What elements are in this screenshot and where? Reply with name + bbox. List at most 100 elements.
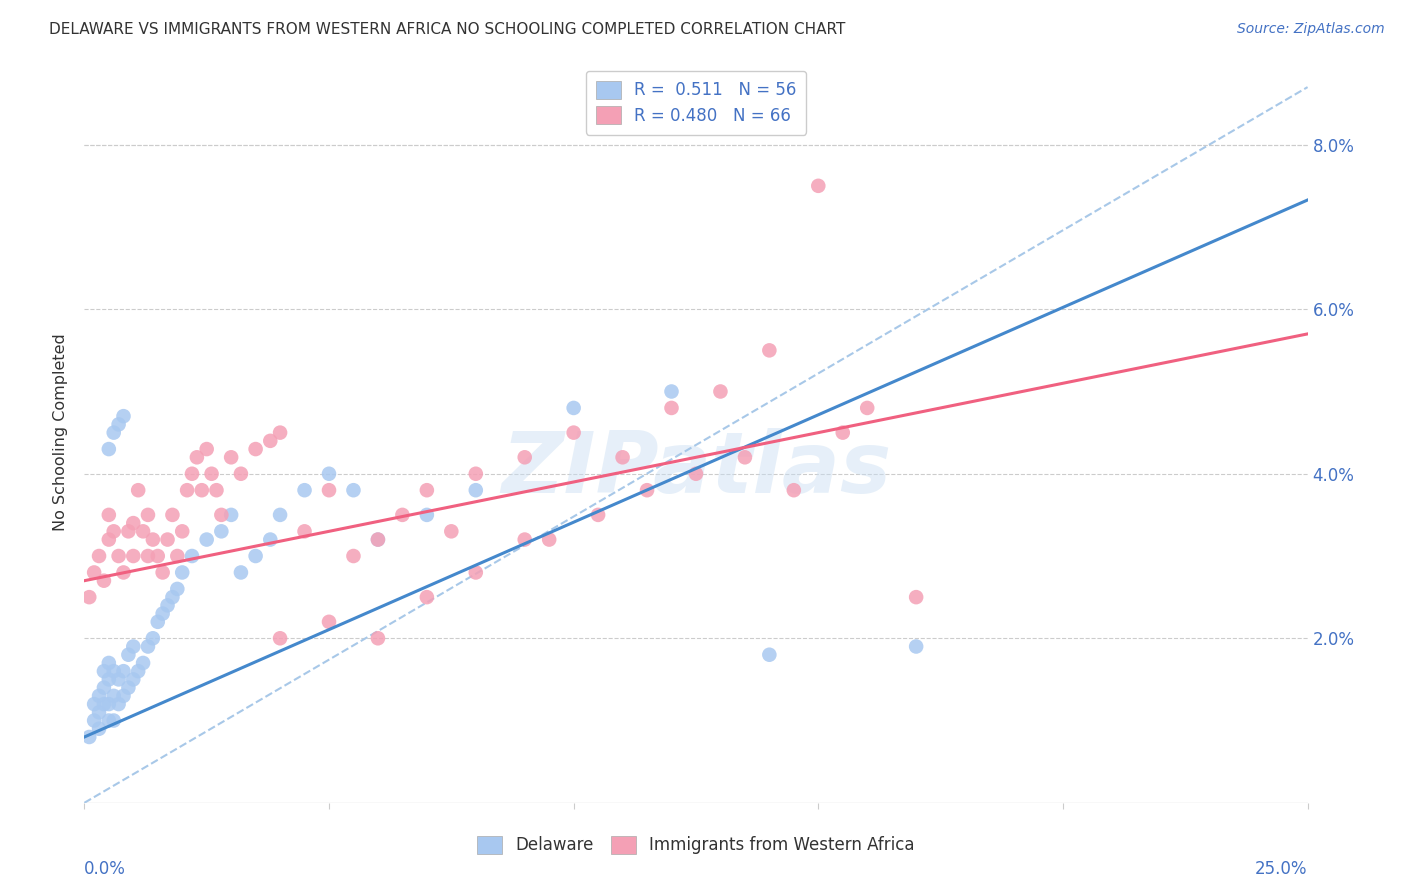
- Point: [152, 607, 174, 621]
- Point: [172, 524, 194, 539]
- Point: [87, 706, 110, 720]
- Point: [83, 697, 105, 711]
- Point: [758, 648, 780, 662]
- Point: [294, 524, 316, 539]
- Point: [156, 533, 179, 547]
- Point: [93, 697, 115, 711]
- Point: [97, 714, 120, 728]
- Point: [122, 549, 145, 563]
- Point: [136, 640, 159, 654]
- Point: [107, 697, 129, 711]
- Point: [117, 648, 139, 662]
- Point: [103, 689, 125, 703]
- Point: [77, 590, 100, 604]
- Point: [195, 533, 218, 547]
- Point: [367, 533, 389, 547]
- Text: DELAWARE VS IMMIGRANTS FROM WESTERN AFRICA NO SCHOOLING COMPLETED CORRELATION CH: DELAWARE VS IMMIGRANTS FROM WESTERN AFRI…: [49, 22, 845, 37]
- Point: [856, 401, 879, 415]
- Point: [200, 467, 222, 481]
- Point: [219, 450, 242, 465]
- Point: [117, 524, 139, 539]
- Point: [367, 632, 389, 646]
- Point: [181, 549, 204, 563]
- Point: [97, 673, 120, 687]
- Point: [83, 714, 105, 728]
- Text: ZIPatlas: ZIPatlas: [501, 428, 891, 511]
- Point: [464, 566, 486, 580]
- Point: [107, 549, 129, 563]
- Point: [905, 640, 928, 654]
- Point: [229, 566, 252, 580]
- Point: [318, 483, 340, 498]
- Y-axis label: No Schooling Completed: No Schooling Completed: [53, 334, 69, 532]
- Point: [83, 566, 105, 580]
- Point: [661, 384, 683, 399]
- Point: [127, 664, 149, 678]
- Point: [229, 467, 252, 481]
- Point: [269, 632, 291, 646]
- Point: [783, 483, 806, 498]
- Point: [562, 401, 585, 415]
- Point: [87, 689, 110, 703]
- Point: [269, 425, 291, 440]
- Point: [685, 467, 707, 481]
- Point: [103, 425, 125, 440]
- Point: [107, 417, 129, 432]
- Point: [152, 566, 174, 580]
- Point: [636, 483, 658, 498]
- Point: [734, 450, 756, 465]
- Point: [416, 590, 439, 604]
- Legend: Delaware, Immigrants from Western Africa: Delaware, Immigrants from Western Africa: [471, 829, 921, 861]
- Text: 25.0%: 25.0%: [1256, 861, 1308, 879]
- Point: [136, 508, 159, 522]
- Point: [562, 425, 585, 440]
- Point: [342, 483, 364, 498]
- Point: [122, 640, 145, 654]
- Point: [195, 442, 218, 456]
- Point: [440, 524, 463, 539]
- Point: [513, 533, 536, 547]
- Point: [162, 590, 184, 604]
- Point: [107, 673, 129, 687]
- Point: [538, 533, 561, 547]
- Point: [156, 599, 179, 613]
- Point: [709, 384, 731, 399]
- Point: [245, 549, 267, 563]
- Text: 0.0%: 0.0%: [84, 861, 127, 879]
- Point: [93, 681, 115, 695]
- Point: [586, 508, 609, 522]
- Point: [103, 664, 125, 678]
- Point: [132, 524, 155, 539]
- Point: [416, 508, 439, 522]
- Point: [318, 615, 340, 629]
- Point: [209, 524, 232, 539]
- Point: [122, 516, 145, 530]
- Point: [661, 401, 683, 415]
- Point: [905, 590, 928, 604]
- Point: [162, 508, 184, 522]
- Point: [416, 483, 439, 498]
- Point: [245, 442, 267, 456]
- Point: [97, 508, 120, 522]
- Point: [259, 533, 281, 547]
- Point: [117, 681, 139, 695]
- Point: [464, 483, 486, 498]
- Point: [97, 697, 120, 711]
- Point: [142, 632, 165, 646]
- Point: [191, 483, 214, 498]
- Point: [807, 178, 830, 193]
- Point: [146, 615, 169, 629]
- Point: [294, 483, 316, 498]
- Point: [342, 549, 364, 563]
- Point: [513, 450, 536, 465]
- Point: [87, 549, 110, 563]
- Point: [132, 656, 155, 670]
- Point: [127, 483, 149, 498]
- Point: [112, 566, 135, 580]
- Point: [831, 425, 853, 440]
- Point: [112, 664, 135, 678]
- Point: [122, 673, 145, 687]
- Text: Source: ZipAtlas.com: Source: ZipAtlas.com: [1237, 22, 1385, 37]
- Point: [93, 664, 115, 678]
- Point: [209, 508, 232, 522]
